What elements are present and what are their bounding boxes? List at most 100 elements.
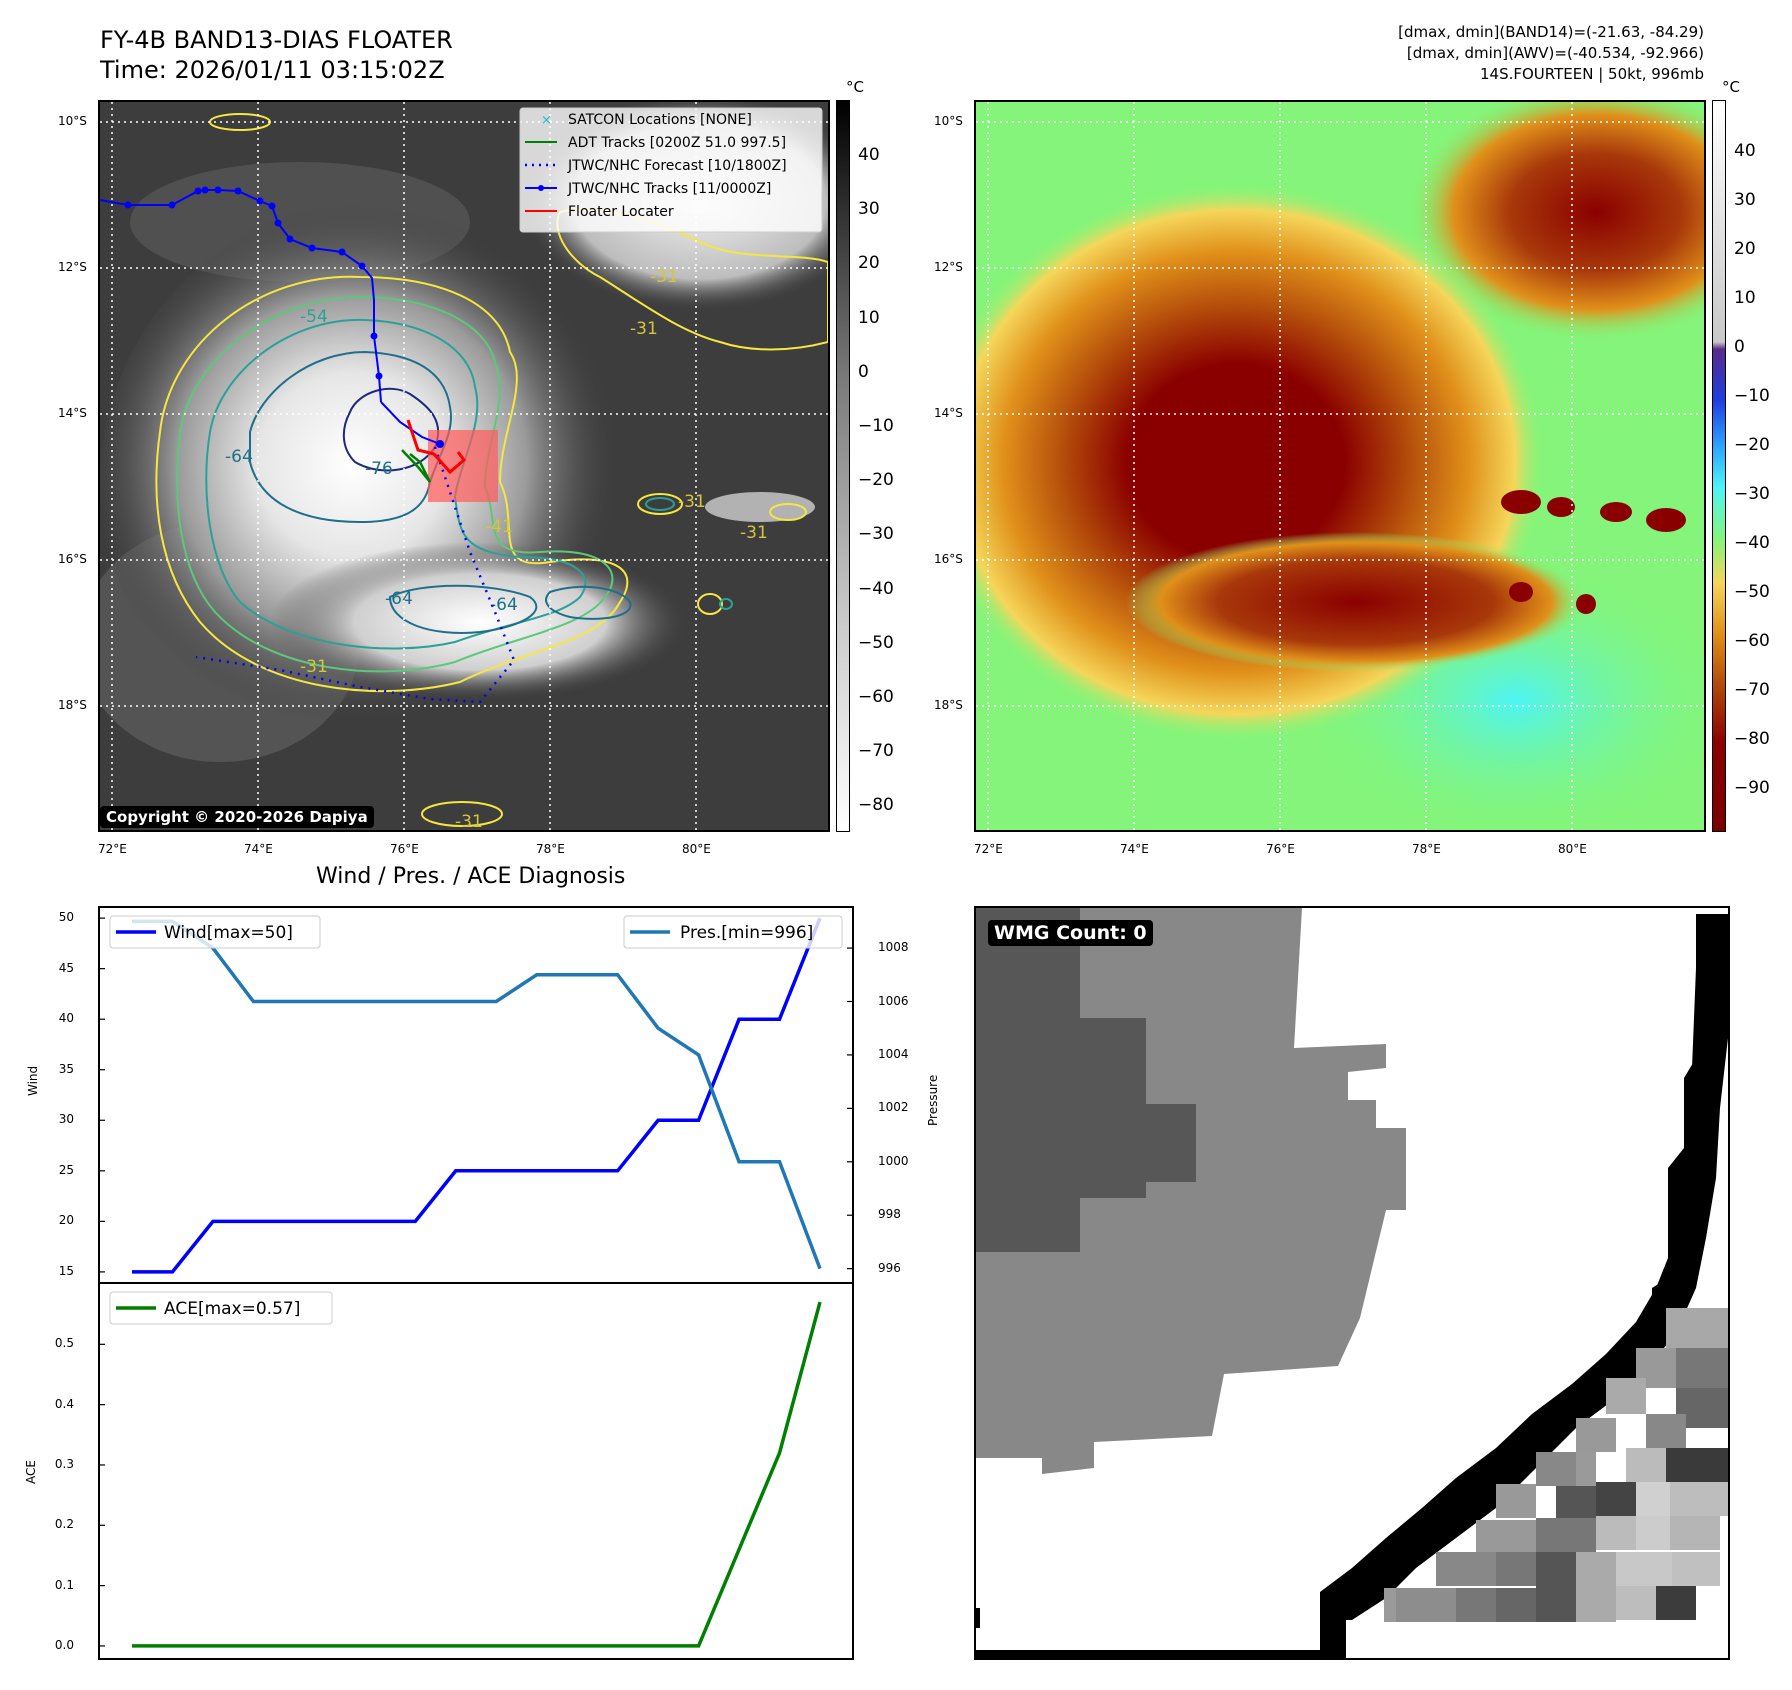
- tick-label: 998: [878, 1207, 901, 1222]
- tick-label: 20: [58, 1213, 74, 1228]
- tick-label: 0.2: [54, 1517, 74, 1532]
- wind-legend: Wind[max=50]: [109, 915, 321, 949]
- lat-label: 14°S: [934, 406, 963, 420]
- colorbar-gray-unit: °C: [846, 78, 864, 96]
- tick-label: −40: [1734, 533, 1770, 553]
- info-line1: [dmax, dmin](BAND14)=(-21.63, -84.29): [1398, 23, 1704, 41]
- tick-label: 15: [58, 1263, 74, 1278]
- tick-label: −20: [858, 470, 894, 491]
- tick-label: 0: [1734, 337, 1745, 357]
- tick-label: 20: [858, 253, 880, 274]
- tick-label: 0: [858, 361, 869, 382]
- contour-31: [155, 275, 629, 693]
- contour-label: -64: [225, 447, 253, 467]
- contour-label: -31: [455, 812, 483, 830]
- lat-label: 16°S: [934, 552, 963, 566]
- tick-label: 20: [1734, 239, 1756, 259]
- rain-band: [270, 542, 690, 702]
- lon-label: 72°E: [974, 842, 1003, 856]
- lon-label: 80°E: [1558, 842, 1587, 856]
- wmg-dark-region: [976, 908, 1196, 1252]
- wind-line: [132, 917, 822, 1274]
- tick-label: 1008: [878, 940, 909, 955]
- tick-label: −50: [858, 632, 894, 653]
- wmg-count-badge: WMG Count: 0: [988, 920, 1153, 946]
- tick-label: −60: [858, 687, 894, 707]
- lat-label: 18°S: [58, 698, 87, 712]
- tick-label: 996: [878, 1260, 901, 1275]
- lon-label: 74°E: [1120, 842, 1149, 856]
- contour-41: [176, 295, 614, 673]
- lon-label: 78°E: [536, 842, 565, 856]
- tick-label: −10: [858, 416, 894, 436]
- ace-chart: ACE[max=0.57]: [100, 1291, 822, 1648]
- tick-label: 40: [858, 145, 880, 165]
- awv-map-panel: [974, 100, 1706, 832]
- map-title-line2: Time: 2026/01/11 03:15:02Z: [100, 56, 445, 84]
- pressure-legend: Pres.[min=996]: [623, 915, 843, 949]
- tick-label: 30: [58, 1112, 74, 1127]
- tick-label: −40: [858, 578, 894, 599]
- lat-label: 16°S: [58, 552, 87, 566]
- contour-label: -54: [300, 307, 328, 327]
- info-line2: [dmax, dmin](AWV)=(-40.534, -92.966): [1406, 44, 1704, 62]
- contour-label: -31: [678, 492, 706, 512]
- contour-label: -31: [650, 267, 678, 287]
- adt-track-line: [401, 449, 432, 483]
- ace-line: [132, 1301, 822, 1648]
- tick-label: 30: [1734, 190, 1756, 210]
- tick-label: 1006: [878, 993, 909, 1008]
- legend-label: SATCON Locations [NONE]: [568, 112, 752, 128]
- tick-label: −70: [858, 741, 894, 762]
- contour-54: [205, 318, 587, 650]
- tick-label: 0.1: [54, 1577, 74, 1592]
- wmg-black-band: [1320, 914, 1728, 1620]
- satcon-marker-icon: ×: [541, 113, 552, 128]
- wind-axis-label: Wind: [26, 1065, 40, 1096]
- wind-legend-label: Wind[max=50]: [164, 923, 293, 943]
- ace-chart-panel: ACE[max=0.57]: [98, 1282, 854, 1660]
- tick-label: 30: [858, 199, 880, 220]
- pressure-legend-label: Pres.[min=996]: [680, 923, 813, 943]
- tick-label: 0.0: [54, 1637, 74, 1652]
- lat-label: 18°S: [934, 698, 963, 712]
- awv-rain-band: [1126, 532, 1586, 672]
- ace-axis-label: ACE: [24, 1460, 38, 1484]
- contour-label: -31: [630, 319, 658, 339]
- tick-label: 25: [58, 1162, 74, 1177]
- awv-ne-cloud: [1406, 102, 1704, 342]
- pressure-axis-label: Pressure: [926, 1074, 940, 1126]
- tick-label: 35: [58, 1061, 74, 1076]
- contour-label: -64: [490, 595, 518, 615]
- legend-label: Floater Locater: [568, 204, 674, 220]
- wmg-image: [976, 908, 1728, 1658]
- contour-label: -31: [300, 657, 328, 677]
- map-title-line1: FY-4B BAND13-DIAS FLOATER: [100, 26, 453, 54]
- lon-label: 76°E: [390, 842, 419, 856]
- tick-label: 0.3: [54, 1456, 74, 1471]
- tick-label: −90: [1734, 778, 1770, 798]
- lon-label: 76°E: [1266, 842, 1295, 856]
- wmg-panel: WMG Count: 0: [974, 906, 1730, 1660]
- lon-label: 78°E: [1412, 842, 1441, 856]
- ir-map: -54 -64 -76 -64 -64 -31 -31 -31 -31 -31 …: [100, 102, 828, 830]
- lat-label: 12°S: [58, 260, 87, 274]
- lat-label: 10°S: [58, 114, 87, 128]
- legend-label: ADT Tracks [0200Z 51.0 997.5]: [568, 135, 786, 151]
- pressure-line: [132, 919, 822, 1270]
- lat-label: 14°S: [58, 406, 87, 420]
- legend-label: JTWC/NHC Tracks [11/0000Z]: [567, 181, 771, 197]
- tick-label: 0.5: [54, 1336, 74, 1351]
- copyright-badge: Copyright © 2020-2026 Dapiya: [100, 806, 374, 828]
- map-legend: × SATCON Locations [NONE] ADT Tracks [02…: [519, 107, 823, 233]
- jtwc-track-points: [124, 186, 444, 448]
- tick-label: −80: [858, 795, 894, 816]
- tick-label: 40: [58, 1011, 74, 1026]
- tick-label: −30: [1734, 484, 1770, 504]
- wmg-gray-tiles: [1384, 1308, 1728, 1622]
- legend-label: JTWC/NHC Forecast [10/1800Z]: [567, 158, 787, 174]
- info-line3: 14S.FOURTEEN | 50kt, 996mb: [1479, 65, 1704, 83]
- lat-label: 12°S: [934, 260, 963, 274]
- awv-cells: [1501, 490, 1686, 614]
- tick-label: −80: [1734, 729, 1770, 749]
